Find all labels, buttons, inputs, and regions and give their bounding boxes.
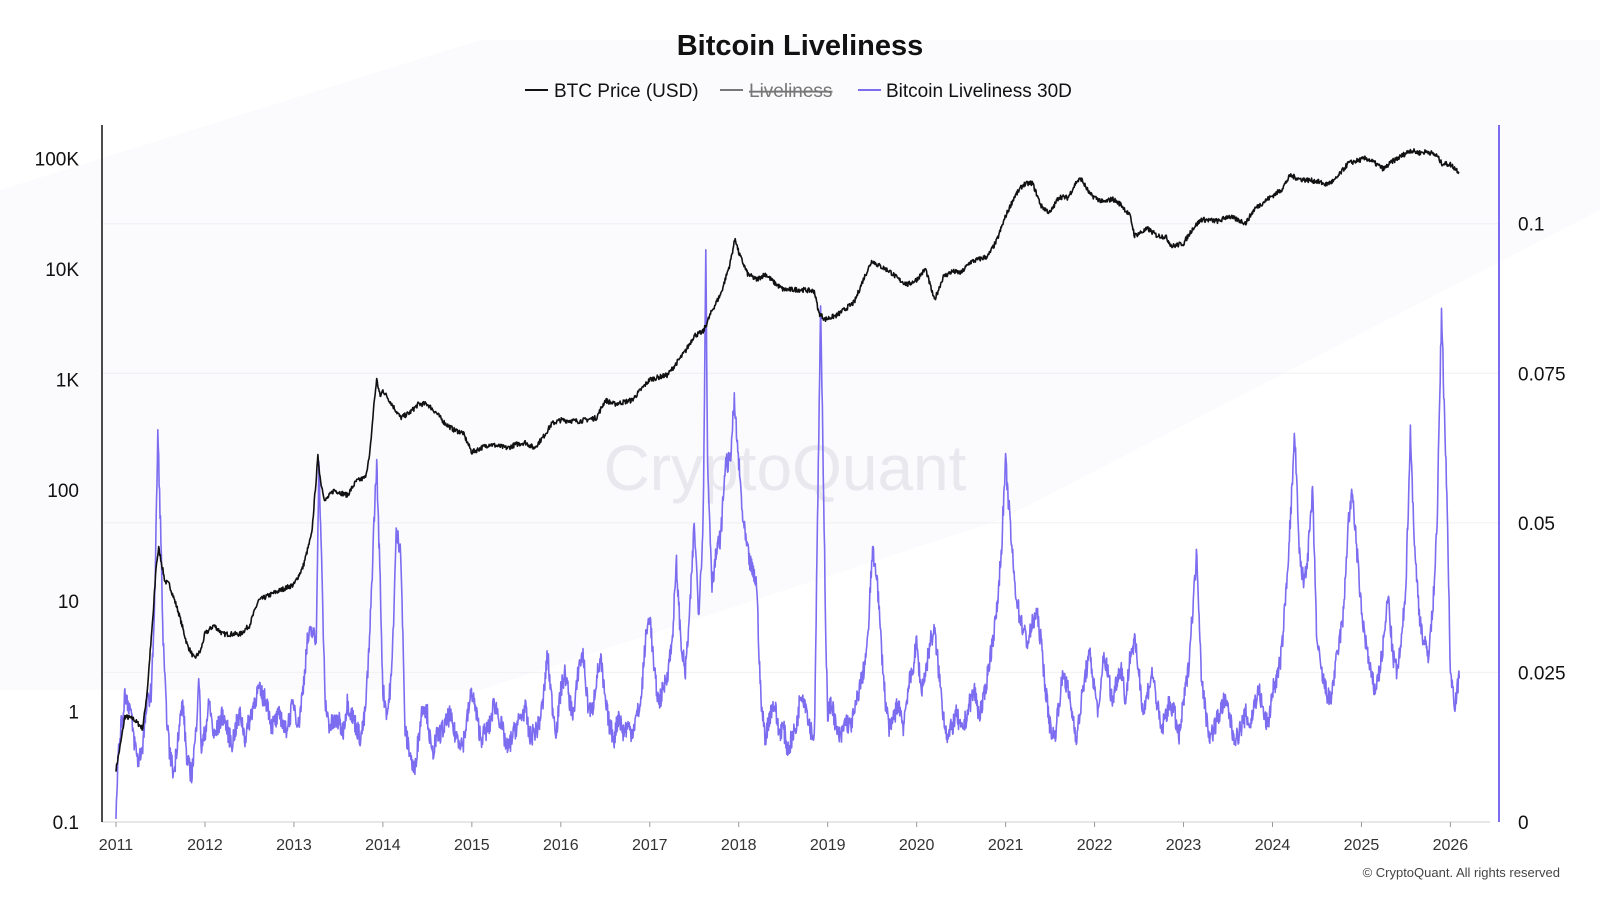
legend-label-liveliness-30d: Bitcoin Liveliness 30D: [886, 81, 1072, 102]
y-axis-left: 0.1 1 10 100 1K 10K 100K: [35, 149, 80, 834]
watermark: CryptoQuant: [604, 432, 967, 504]
x-tick-label: 2011: [99, 837, 134, 854]
y-left-tick-label: 10K: [45, 260, 79, 281]
x-tick-label: 2020: [899, 837, 935, 854]
x-tick-label: 2024: [1255, 837, 1291, 854]
x-tick-label: 2015: [454, 837, 490, 854]
y-axis-right: 0 0.025 0.05 0.075 0.1: [1518, 215, 1566, 834]
x-tick-label: 2021: [988, 837, 1024, 854]
x-tick-label: 2016: [543, 837, 579, 854]
x-tick-label: 2017: [632, 837, 668, 854]
chart-title: Bitcoin Liveliness: [677, 30, 924, 62]
legend-item-liveliness-30d[interactable]: Bitcoin Liveliness 30D: [858, 81, 1072, 102]
legend: BTC Price (USD) Liveliness Bitcoin Livel…: [525, 81, 1072, 102]
y-right-tick-label: 0.05: [1518, 514, 1555, 535]
x-tick-label: 2013: [276, 837, 312, 854]
y-left-tick-label: 100K: [35, 149, 80, 170]
gridlines: [102, 223, 1499, 673]
x-tick-label: 2026: [1433, 837, 1469, 854]
x-tick-label: 2023: [1166, 837, 1202, 854]
x-axis: 2011 2012 2013 2014 2015 2016 2017 2018 2019 2020…: [99, 821, 1490, 854]
legend-label-btc-price: BTC Price (USD): [554, 81, 699, 102]
y-right-tick-label: 0: [1518, 813, 1529, 834]
copyright: © CryptoQuant. All rights reserved: [1363, 865, 1560, 880]
x-tick-label: 2025: [1344, 837, 1380, 854]
liveliness-30d-line: [115, 249, 1461, 820]
y-left-tick-label: 0.1: [53, 813, 79, 834]
x-tick-label: 2014: [365, 837, 401, 854]
x-tick-label: 2019: [810, 837, 846, 854]
y-left-tick-label: 1: [68, 702, 79, 723]
btc-price-line: [115, 148, 1460, 772]
y-right-tick-label: 0.025: [1518, 663, 1566, 684]
y-left-tick-label: 10: [58, 592, 79, 613]
legend-label-liveliness: Liveliness: [749, 81, 832, 102]
y-left-tick-label: 1K: [56, 371, 80, 392]
legend-item-liveliness[interactable]: Liveliness: [720, 81, 832, 102]
x-tick-label: 2022: [1077, 837, 1113, 854]
background-decoration: [0, 40, 1600, 690]
y-left-tick-label: 100: [47, 481, 79, 502]
x-tick-label: 2018: [721, 837, 757, 854]
y-right-tick-label: 0.1: [1518, 215, 1544, 236]
y-right-tick-label: 0.075: [1518, 364, 1566, 385]
legend-item-btc-price[interactable]: BTC Price (USD): [525, 81, 699, 102]
x-tick-label: 2012: [187, 837, 223, 854]
